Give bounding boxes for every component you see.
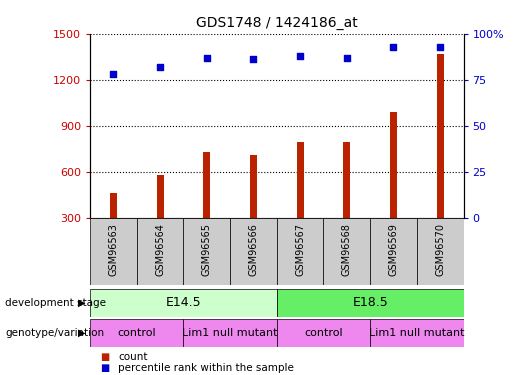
Bar <box>323 217 370 285</box>
Bar <box>437 54 443 263</box>
Bar <box>110 193 117 263</box>
Bar <box>344 142 350 263</box>
Text: Lim1 null mutant: Lim1 null mutant <box>182 328 278 338</box>
Text: count: count <box>118 352 148 362</box>
Text: E18.5: E18.5 <box>352 296 388 309</box>
Bar <box>90 319 183 347</box>
Point <box>342 55 351 61</box>
Text: percentile rank within the sample: percentile rank within the sample <box>118 363 295 373</box>
Text: GSM96565: GSM96565 <box>202 223 212 276</box>
Bar <box>370 217 417 285</box>
Text: ▶: ▶ <box>77 328 85 338</box>
Text: E14.5: E14.5 <box>166 296 201 309</box>
Bar <box>137 217 183 285</box>
Text: genotype/variation: genotype/variation <box>5 328 104 338</box>
Bar <box>297 142 304 263</box>
Bar <box>390 112 397 263</box>
Bar <box>417 217 464 285</box>
Bar <box>370 319 464 347</box>
Text: GSM96567: GSM96567 <box>295 223 305 276</box>
Title: GDS1748 / 1424186_at: GDS1748 / 1424186_at <box>196 16 358 30</box>
Bar <box>203 152 210 263</box>
Bar <box>277 217 323 285</box>
Text: GSM96564: GSM96564 <box>155 223 165 276</box>
Text: GSM96563: GSM96563 <box>109 223 118 276</box>
Point <box>436 44 444 50</box>
Bar <box>183 319 277 347</box>
Bar <box>90 289 277 317</box>
Text: development stage: development stage <box>5 298 106 308</box>
Point <box>156 64 164 70</box>
Text: ■: ■ <box>100 363 110 373</box>
Point <box>109 71 117 77</box>
Text: control: control <box>117 328 156 338</box>
Text: control: control <box>304 328 343 338</box>
Point <box>203 55 211 61</box>
Text: ■: ■ <box>100 352 110 362</box>
Text: GSM96569: GSM96569 <box>388 223 399 276</box>
Bar <box>277 289 464 317</box>
Bar <box>183 217 230 285</box>
Bar <box>250 155 257 263</box>
Text: ▶: ▶ <box>77 298 85 308</box>
Point <box>296 53 304 59</box>
Text: GSM96568: GSM96568 <box>342 223 352 276</box>
Point <box>249 57 258 63</box>
Text: GSM96566: GSM96566 <box>248 223 259 276</box>
Bar <box>277 319 370 347</box>
Bar <box>230 217 277 285</box>
Bar <box>90 217 137 285</box>
Text: GSM96570: GSM96570 <box>435 223 445 276</box>
Bar <box>157 176 164 263</box>
Text: Lim1 null mutant: Lim1 null mutant <box>369 328 465 338</box>
Point <box>389 44 398 50</box>
